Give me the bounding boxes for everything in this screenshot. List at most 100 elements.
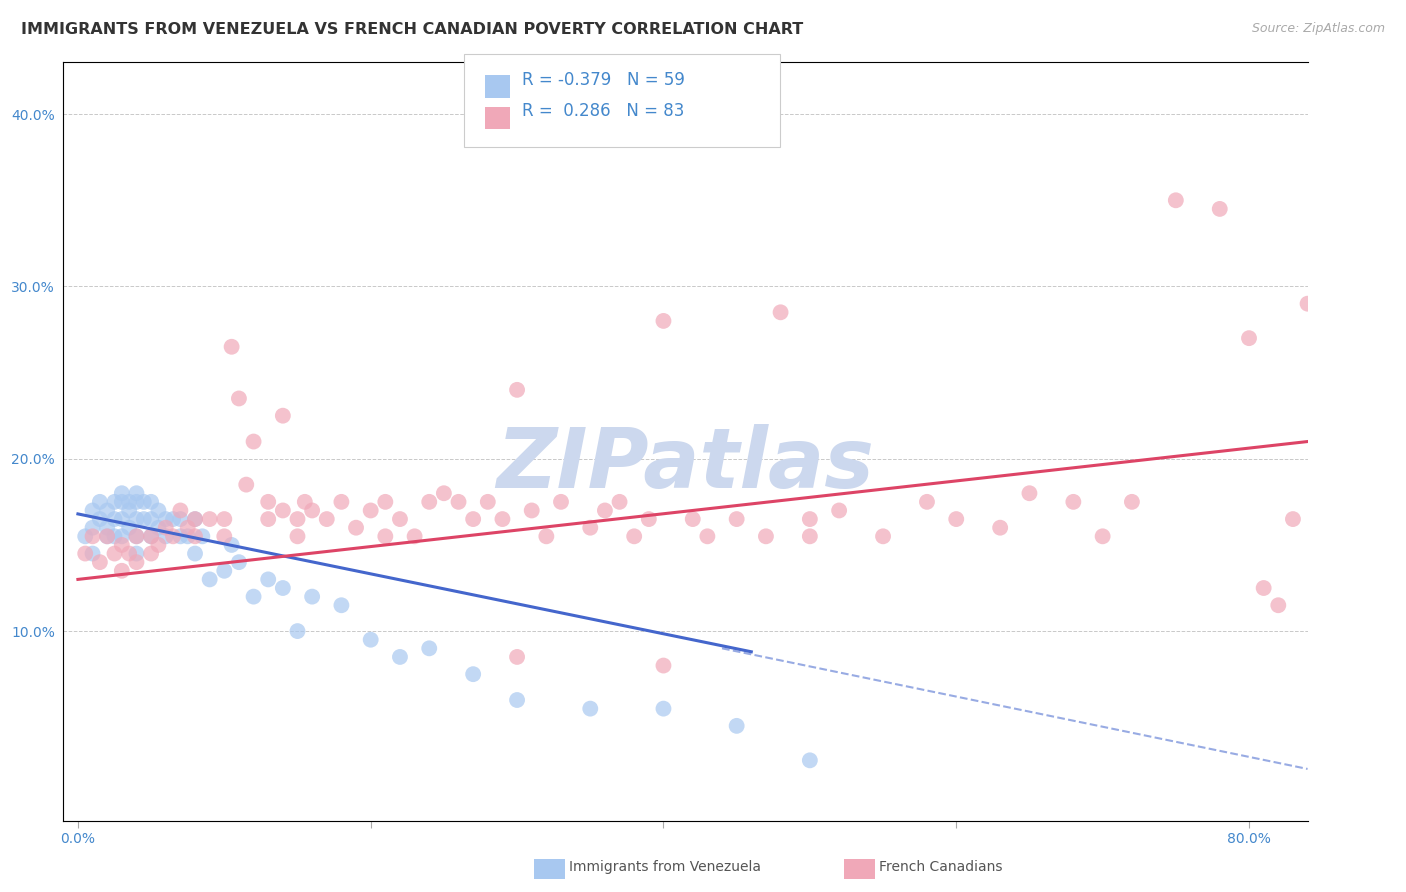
Point: [477, 495, 499, 509]
Point: [1121, 495, 1143, 509]
Point: [111, 512, 134, 526]
Point: [271, 409, 294, 423]
Point: [725, 512, 748, 526]
Point: [294, 495, 316, 509]
Point: [609, 495, 631, 509]
Point: [242, 590, 264, 604]
Point: [132, 512, 155, 526]
Point: [287, 529, 309, 543]
Point: [228, 555, 250, 569]
Point: [103, 512, 125, 526]
Point: [82, 503, 104, 517]
Point: [1164, 194, 1187, 208]
Point: [945, 512, 967, 526]
Point: [330, 495, 353, 509]
Point: [96, 503, 118, 517]
Point: [682, 512, 704, 526]
Point: [111, 564, 134, 578]
Point: [198, 512, 221, 526]
Point: [139, 529, 162, 543]
Point: [191, 529, 214, 543]
Point: [103, 529, 125, 543]
Point: [872, 529, 894, 543]
Text: French Canadians: French Canadians: [879, 860, 1002, 874]
Point: [118, 495, 141, 509]
Point: [418, 495, 440, 509]
Point: [214, 512, 236, 526]
Point: [75, 547, 97, 561]
Point: [139, 512, 162, 526]
Point: [125, 547, 148, 561]
Point: [139, 529, 162, 543]
Point: [111, 538, 134, 552]
Point: [769, 305, 792, 319]
Point: [125, 486, 148, 500]
Point: [301, 590, 323, 604]
Point: [1267, 599, 1289, 613]
Point: [103, 547, 125, 561]
Point: [155, 521, 177, 535]
Point: [447, 495, 470, 509]
Point: [463, 667, 485, 681]
Point: [388, 512, 411, 526]
Point: [148, 538, 170, 552]
Point: [89, 512, 111, 526]
Point: [1237, 331, 1260, 345]
Point: [162, 512, 184, 526]
Point: [111, 495, 134, 509]
Point: [82, 521, 104, 535]
Point: [755, 529, 778, 543]
Point: [799, 529, 821, 543]
Point: [799, 753, 821, 767]
Text: ZIPatlas: ZIPatlas: [496, 424, 875, 505]
Point: [637, 512, 659, 526]
Point: [198, 573, 221, 587]
Point: [103, 495, 125, 509]
Point: [169, 529, 191, 543]
Point: [360, 632, 382, 647]
Point: [388, 649, 411, 664]
Point: [652, 314, 675, 328]
Point: [177, 521, 200, 535]
Point: [184, 529, 207, 543]
Point: [111, 529, 134, 543]
Point: [1062, 495, 1084, 509]
Point: [82, 547, 104, 561]
Point: [242, 434, 264, 449]
Point: [75, 529, 97, 543]
Point: [696, 529, 718, 543]
Point: [828, 503, 851, 517]
Point: [1253, 581, 1275, 595]
Point: [1018, 486, 1040, 500]
Point: [257, 495, 280, 509]
Point: [96, 529, 118, 543]
Point: [169, 512, 191, 526]
Point: [125, 495, 148, 509]
Point: [169, 503, 191, 517]
Point: [125, 529, 148, 543]
Point: [139, 547, 162, 561]
Point: [536, 529, 558, 543]
Point: [463, 512, 485, 526]
Point: [374, 495, 396, 509]
Point: [214, 529, 236, 543]
Text: IMMIGRANTS FROM VENEZUELA VS FRENCH CANADIAN POVERTY CORRELATION CHART: IMMIGRANTS FROM VENEZUELA VS FRENCH CANA…: [21, 22, 803, 37]
Point: [301, 503, 323, 517]
Point: [418, 641, 440, 656]
Point: [148, 503, 170, 517]
Point: [125, 555, 148, 569]
Point: [491, 512, 513, 526]
Point: [177, 529, 200, 543]
Point: [799, 512, 821, 526]
Point: [506, 649, 529, 664]
Point: [139, 495, 162, 509]
Point: [287, 624, 309, 639]
Point: [652, 658, 675, 673]
Point: [221, 538, 243, 552]
Point: [579, 521, 602, 535]
Text: R =  0.286   N = 83: R = 0.286 N = 83: [522, 103, 683, 120]
Point: [184, 512, 207, 526]
Point: [1282, 512, 1305, 526]
Point: [374, 529, 396, 543]
Point: [593, 503, 616, 517]
